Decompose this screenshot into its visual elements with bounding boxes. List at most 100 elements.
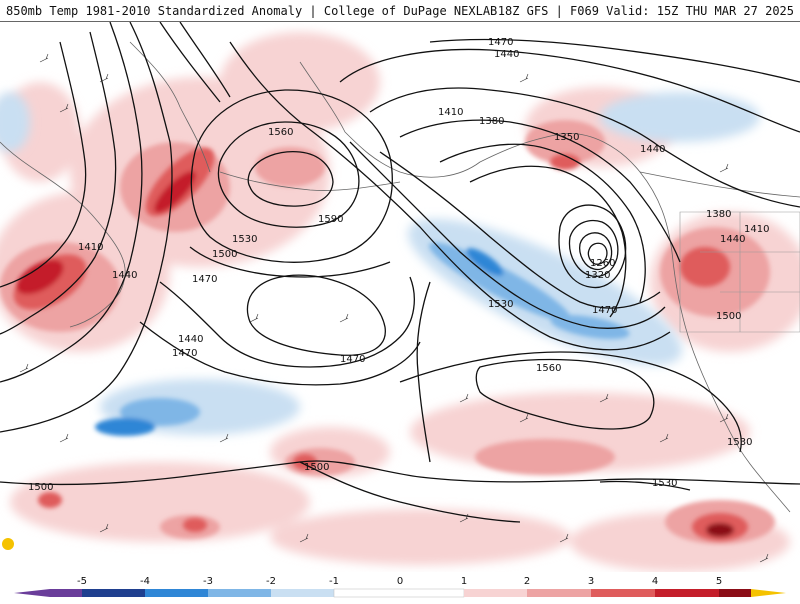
scale-swatch [208, 589, 271, 597]
contour-label: 1440 [178, 334, 203, 345]
color-scale-labels: -5 -4 -3 -2 -1 0 1 2 3 4 5 [77, 576, 722, 587]
anomaly-region [220, 32, 380, 132]
contour-label: 1560 [268, 127, 293, 138]
contour-line [159, 276, 415, 368]
contour-line [379, 151, 661, 309]
color-scale-bar: -5 -4 -3 -2 -1 0 1 2 3 4 5 [0, 572, 800, 600]
asia-coastline [0, 141, 126, 328]
wind-barb [599, 393, 609, 403]
scale-arrow-high [751, 589, 786, 597]
contour-line [0, 22, 143, 383]
contour-label: 1500 [212, 249, 237, 260]
anomaly-region [466, 248, 504, 276]
anomaly-region [525, 120, 605, 164]
wind-barb [59, 103, 69, 113]
contour-labels: 1470 1440 1410 1380 1350 1440 1560 1590 … [28, 37, 769, 493]
state-boundary [679, 211, 800, 333]
anomaly-region [706, 523, 734, 537]
header-bar: 850mb Temp 1981-2010 Standardized Anomal… [0, 0, 800, 22]
low-center-ring [558, 204, 627, 289]
anomaly-region [550, 154, 580, 170]
state-boundary [700, 212, 800, 332]
scale-swatch [333, 588, 465, 598]
scale-tick-label: -3 [203, 576, 213, 587]
contour-label: 1410 [438, 107, 463, 118]
low-center-ring [579, 232, 613, 271]
model-valid-time: 18Z GFS | F069 Valid: 15Z THU MAR 27 202… [497, 4, 794, 18]
anomaly-region [120, 398, 200, 426]
anomaly-region [680, 247, 730, 287]
scale-swatch [82, 589, 145, 597]
wind-barb [99, 73, 109, 83]
canada-border [639, 171, 800, 198]
wind-barb [19, 363, 29, 373]
scale-tick-label: 4 [652, 576, 658, 587]
contour-line [349, 141, 666, 329]
wind-barb [519, 73, 529, 83]
contour-label: 1530 [727, 437, 752, 448]
contour-label: 1410 [744, 224, 769, 235]
wind-barb [39, 53, 49, 63]
anomaly-region [95, 418, 155, 436]
contour-line [439, 143, 646, 303]
anomaly-region [255, 147, 325, 187]
contour-line [475, 358, 655, 430]
contour-line [299, 461, 521, 523]
contour-label: 1410 [78, 242, 103, 253]
scale-swatch [719, 589, 751, 597]
wind-barb [659, 433, 669, 443]
contour-line [339, 48, 800, 133]
wind-barb [459, 513, 469, 523]
scale-swatch [464, 589, 527, 597]
contour-label: 1560 [536, 363, 561, 374]
aleutian-chain [219, 171, 401, 191]
positive-anomaly-light [0, 32, 800, 572]
contour-line [0, 41, 87, 288]
wind-barb [719, 163, 729, 173]
contour-label: 1380 [706, 209, 731, 220]
contour-label: 1470 [192, 274, 217, 285]
contour-label: 1530 [232, 234, 257, 245]
contour-label: 1350 [554, 132, 579, 143]
height-contours [0, 22, 800, 523]
wind-barb [299, 533, 309, 543]
kamchatka-coastline [129, 41, 211, 173]
contour-label: 1500 [304, 462, 329, 473]
product-title: 850mb Temp 1981-2010 Standardized Anomal… [6, 4, 498, 18]
anomaly-region [600, 92, 760, 142]
contour-label: 1530 [652, 478, 677, 489]
scale-tick-label: 3 [588, 576, 594, 587]
contour-line [229, 41, 671, 351]
anomaly-region [270, 509, 570, 565]
contour-label: 1440 [640, 144, 665, 155]
contour-line [246, 274, 386, 356]
contour-label: 1320 [585, 270, 610, 281]
wind-barb [719, 413, 729, 423]
contour-label: 1470 [172, 348, 197, 359]
anomaly-region [183, 518, 207, 532]
contour-line [247, 151, 334, 207]
contour-line [159, 22, 221, 103]
contour-label: 1500 [716, 311, 741, 322]
anomaly-region [154, 171, 196, 213]
anomaly-region [475, 439, 615, 475]
wind-barb [59, 433, 69, 443]
wind-barb [519, 413, 529, 423]
contour-line [429, 38, 800, 83]
contour-line [0, 31, 117, 335]
contour-label: 1440 [112, 270, 137, 281]
contour-label: 1470 [340, 354, 365, 365]
contour-line [416, 281, 431, 463]
scale-tick-label: 5 [716, 576, 722, 587]
contour-label: 1440 [494, 49, 519, 60]
wind-barb [559, 533, 569, 543]
contour-line [217, 121, 360, 228]
anomaly-region [429, 242, 571, 322]
scale-swatch [527, 589, 591, 597]
low-center-ring [568, 219, 619, 278]
negative-anomaly-strong [95, 242, 630, 436]
scale-tick-label: -4 [140, 576, 150, 587]
contour-label: 1470 [488, 37, 513, 48]
anomaly-extreme [2, 538, 14, 550]
contour-line [190, 89, 393, 263]
